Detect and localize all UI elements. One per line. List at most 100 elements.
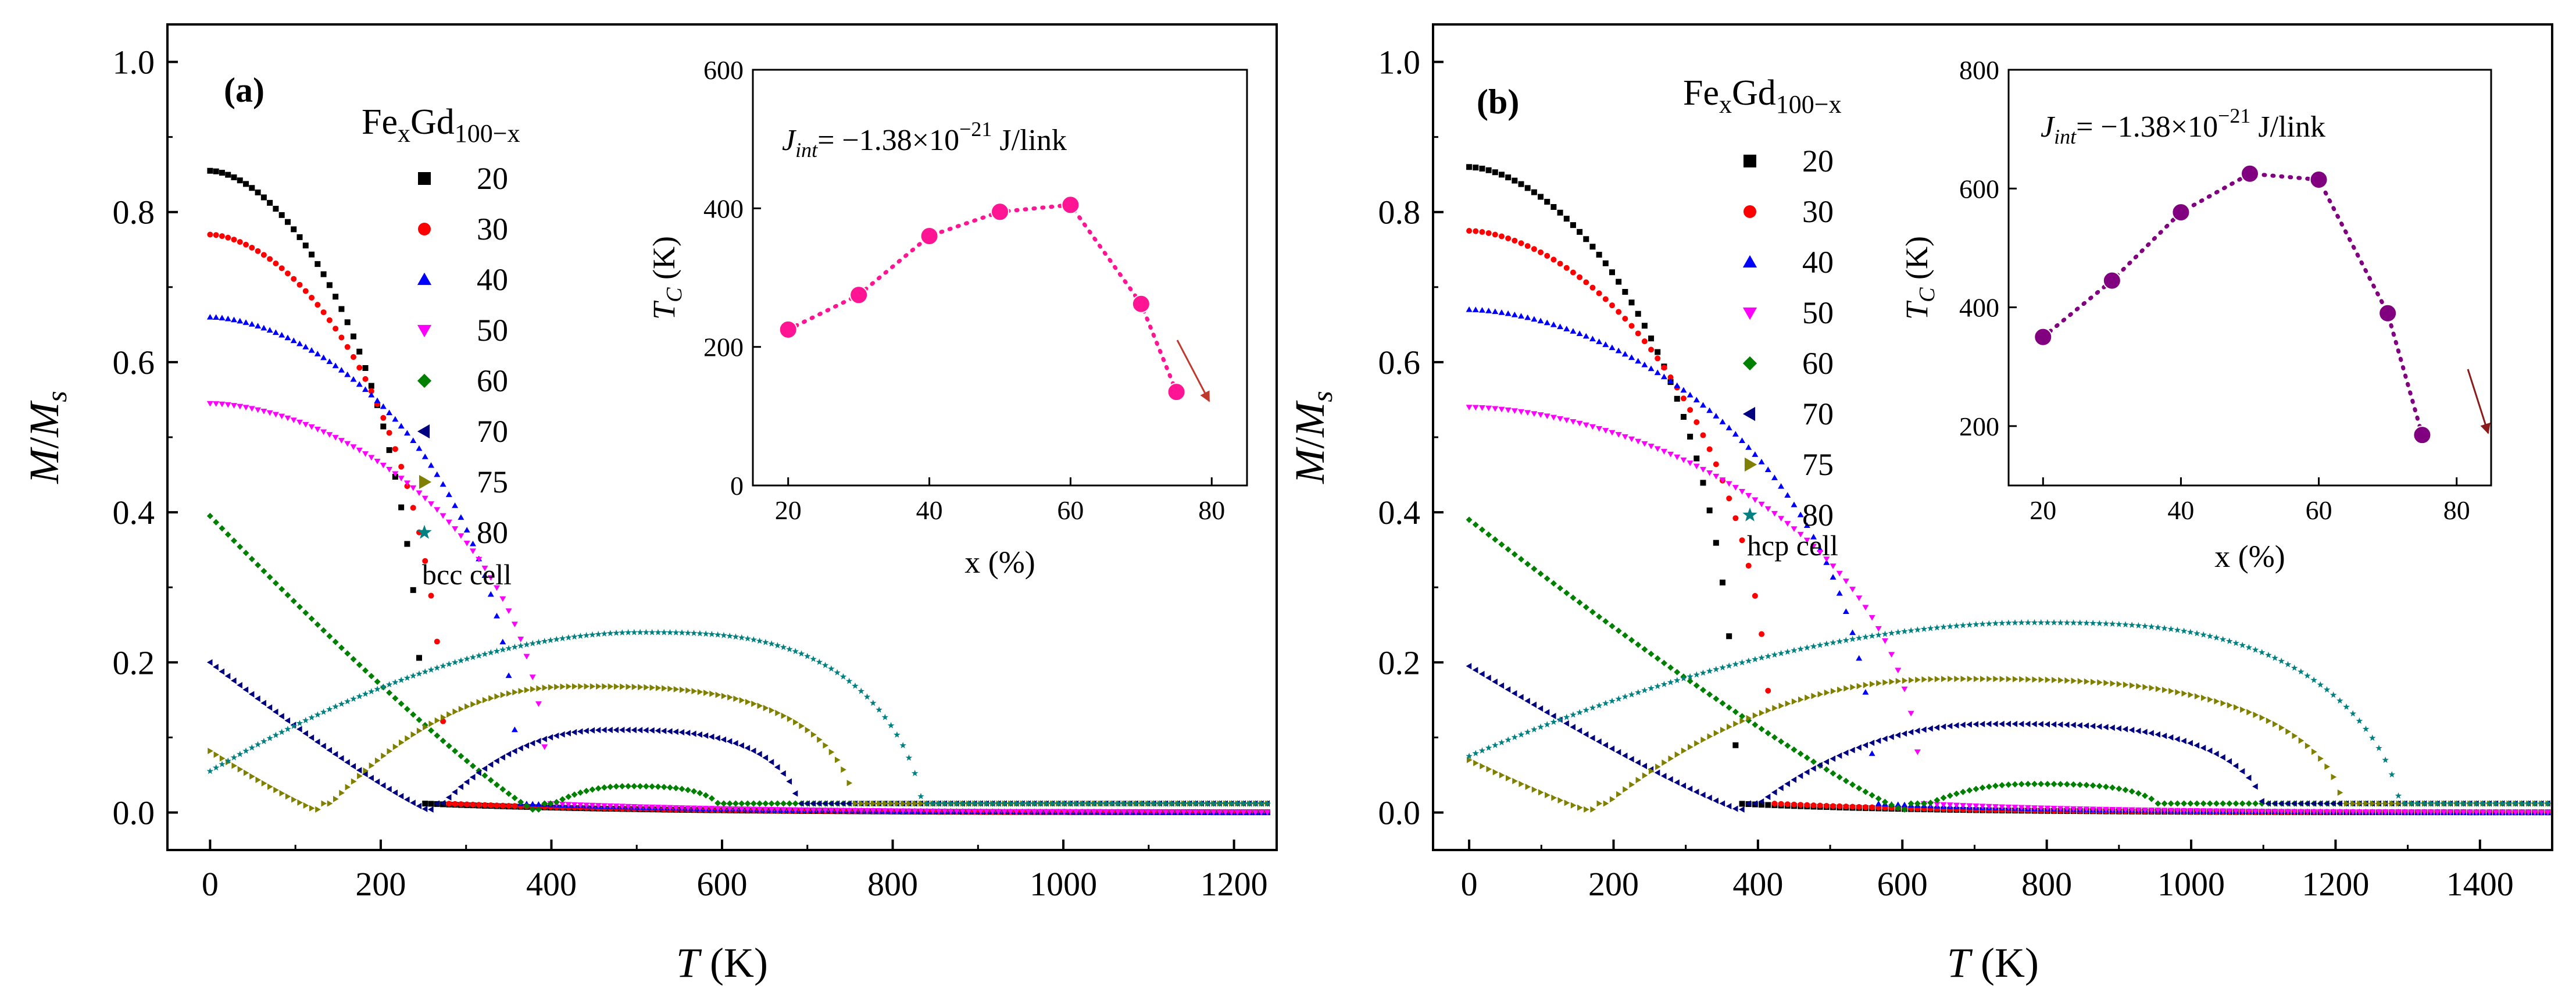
panel-a-inset-trend-arrow bbox=[1176, 340, 1210, 402]
inset-x-tick-label: 40 bbox=[2167, 495, 2194, 525]
series-80 bbox=[206, 629, 1271, 806]
series-75-markers bbox=[1466, 676, 2552, 813]
legend-marker bbox=[418, 172, 431, 185]
panel-b-inset-annotation: Jint= −1.38×10−21 J/link bbox=[2041, 104, 2325, 148]
series-60 bbox=[1466, 516, 2552, 813]
inset-y-tick-label: 400 bbox=[703, 194, 744, 223]
y-tick-label: 0.0 bbox=[1378, 794, 1421, 831]
legend-label: 80 bbox=[477, 515, 508, 550]
x-tick-label: 1000 bbox=[1030, 865, 1097, 903]
legend-marker bbox=[1743, 205, 1756, 218]
y-tick-label: 0.6 bbox=[113, 344, 155, 381]
legend-marker bbox=[1744, 457, 1757, 472]
legend-item-60: 60 bbox=[417, 363, 508, 398]
panel-b: 0 200 400 600 800 1000 1200 1400 0.0 0.2 0.4 0.6 0.8… bbox=[1287, 23, 2553, 986]
x-tick-label: 0 bbox=[1461, 865, 1478, 903]
inset-y-tick-label: 600 bbox=[1959, 174, 1999, 203]
legend-item-80: 80 bbox=[1742, 498, 1834, 533]
inset-x-tick-label: 40 bbox=[916, 495, 943, 525]
y-tick-label: 0.4 bbox=[113, 494, 155, 531]
legend-item-75: 75 bbox=[419, 465, 508, 499]
panel-a-inset-y-axis-label: TC (K) bbox=[646, 236, 687, 320]
inset-y-tick-label: 600 bbox=[703, 55, 744, 85]
series-80-markers bbox=[1466, 619, 2552, 806]
panel-b-y-axis-label: M/Ms bbox=[1287, 391, 1338, 484]
panel-a-inset-ticks: 20 40 60 80 0 200 400 600 bbox=[703, 55, 1225, 525]
legend-marker bbox=[1742, 406, 1756, 422]
legend-item-50: 50 bbox=[417, 313, 508, 348]
y-tick-label: 0.0 bbox=[113, 794, 155, 831]
x-tick-label: 400 bbox=[1732, 865, 1783, 903]
x-tick-label: 200 bbox=[1588, 865, 1639, 903]
inset-y-tick-label: 800 bbox=[1959, 55, 1999, 85]
legend-marker bbox=[417, 524, 432, 539]
inset-y-tick-label: 0 bbox=[730, 471, 744, 501]
legend-item-60: 60 bbox=[1742, 346, 1834, 381]
inset-point bbox=[2171, 203, 2191, 222]
panel-a-legend: FexGd100−x 20 30 40 50 60 70 75 80 bcc cell bbox=[362, 102, 520, 591]
inset-point bbox=[1061, 195, 1080, 215]
x-tick-label: 400 bbox=[526, 865, 577, 903]
legend-item-40: 40 bbox=[417, 262, 508, 297]
inset-x-tick-label: 20 bbox=[2030, 495, 2056, 525]
legend-label: 30 bbox=[1802, 194, 1834, 229]
x-tick-label: 600 bbox=[1877, 865, 1928, 903]
legend-marker bbox=[1743, 155, 1756, 167]
panel-b-legend-items: 20 30 40 50 60 70 75 80 bbox=[1742, 144, 1834, 533]
series-80 bbox=[1466, 619, 2552, 806]
x-tick-label: 200 bbox=[355, 865, 406, 903]
panel-a-inset-annotation: Jint= −1.38×10−21 J/link bbox=[782, 117, 1067, 162]
inset-point bbox=[2309, 170, 2328, 189]
legend-marker bbox=[417, 424, 430, 439]
legend-label: 70 bbox=[477, 414, 508, 449]
inset-y-tick-label: 400 bbox=[1959, 293, 1999, 323]
panel-b-inset-background bbox=[2009, 70, 2491, 485]
y-tick-label: 1.0 bbox=[1378, 44, 1421, 81]
inset-point bbox=[1131, 294, 1151, 313]
inset-point bbox=[991, 202, 1009, 222]
series-70 bbox=[1466, 663, 2550, 813]
panel-b-inset-y-axis-label: TC (K) bbox=[1899, 236, 1939, 320]
legend-marker bbox=[418, 223, 431, 235]
legend-item-20: 20 bbox=[1743, 144, 1834, 178]
legend-marker bbox=[1742, 507, 1757, 522]
legend-label: 70 bbox=[1802, 397, 1834, 431]
panel-b-inset-series bbox=[2034, 164, 2432, 445]
legend-item-20: 20 bbox=[418, 161, 508, 196]
panel-b-inset-frame bbox=[2007, 69, 2492, 487]
series-70 bbox=[206, 659, 1270, 813]
y-tick-label: 0.8 bbox=[113, 194, 155, 231]
series-70-markers bbox=[206, 659, 1270, 813]
inset-point bbox=[2378, 303, 2398, 323]
inset-point bbox=[920, 227, 939, 245]
panel-a-legend-items: 20 30 40 50 60 70 75 80 bbox=[417, 161, 508, 550]
series-60 bbox=[206, 513, 1271, 813]
legend-label: 30 bbox=[477, 212, 508, 247]
panel-a-label: (a) bbox=[224, 71, 265, 109]
series-75 bbox=[1466, 676, 2552, 813]
y-tick-label: 0.8 bbox=[1378, 194, 1421, 231]
legend-label: 80 bbox=[1802, 498, 1834, 533]
panel-a-y-axis-label: M/Ms bbox=[21, 391, 73, 484]
panel-a-x-axis-label: T (K) bbox=[676, 940, 768, 986]
legend-label: 50 bbox=[477, 313, 508, 348]
legend-label: 40 bbox=[1802, 245, 1834, 280]
panel-b-inset-trend-arrow bbox=[2467, 369, 2491, 434]
panel-b-inset-x-axis-label: x (%) bbox=[2214, 539, 2285, 574]
legend-marker bbox=[1742, 255, 1757, 268]
panel-b-x-axis-label: T (K) bbox=[1947, 940, 2039, 986]
panel-a: 0 200 400 600 800 1000 12000.00.20.40.60.81.0 … bbox=[21, 23, 1278, 986]
panel-b-legend-title: FexGd100−x bbox=[1683, 73, 1842, 119]
series-60-markers bbox=[206, 513, 1271, 813]
panel-b-ticks: 0 200 400 600 800 1000 1200 1400 0.0 0.2 0.4 0.6 0.8… bbox=[1378, 44, 2514, 903]
legend-marker bbox=[417, 373, 432, 388]
y-tick-label: 1.0 bbox=[113, 44, 155, 81]
legend-label: 50 bbox=[1802, 295, 1834, 330]
panel-b-legend: FexGd100−x 20 30 40 50 60 70 75 80 hcp cell bbox=[1683, 73, 1842, 562]
x-tick-label: 1000 bbox=[2157, 865, 2225, 903]
panel-b-inset-ticks: 20 40 60 80 200 400 600 800 bbox=[1959, 55, 2470, 525]
legend-marker bbox=[417, 272, 432, 285]
panel-b-data-series bbox=[1466, 164, 2552, 816]
x-tick-label: 800 bbox=[867, 865, 918, 903]
